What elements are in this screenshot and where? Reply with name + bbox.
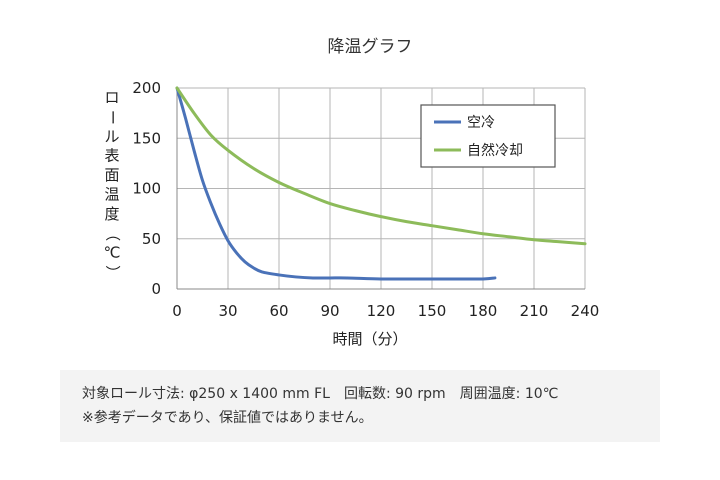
y-axis-label-char: ） [104,265,122,280]
x-tick-2: 60 [269,302,288,320]
x-tick-8: 240 [571,302,600,320]
x-tick-labels: 0 30 60 90 120 150 180 210 240 [172,302,599,320]
y-tick-2: 100 [132,180,161,198]
series-lines [175,86,587,281]
y-tick-4: 200 [132,79,161,97]
y-tick-3: 150 [132,129,161,147]
x-tick-0: 0 [172,302,182,320]
y-axis-label-char: （ [104,226,122,241]
y-axis-label-char: 表 [104,147,119,165]
y-axis-label-char: ル [104,127,119,145]
y-axis-label-char: 度 [104,205,119,223]
y-axis-label-char: 温 [104,186,119,204]
x-axis-label: 時間（分） [332,330,407,348]
x-tick-6: 180 [469,302,498,320]
y-axis-label-char: ロ [104,89,119,107]
y-tick-labels: 0 50 100 150 200 [132,79,161,298]
x-tick-5: 150 [418,302,447,320]
series-line-1 [175,86,587,246]
x-tick-1: 30 [218,302,237,320]
x-tick-7: 210 [520,302,549,320]
y-axis-label-char: 面 [104,166,119,184]
y-tick-1: 50 [142,230,161,248]
x-tick-4: 120 [367,302,396,320]
y-axis-label-char: ℃ [104,244,121,262]
x-tick-3: 90 [320,302,339,320]
legend-box [420,104,556,168]
legend-label-1: 自然冷却 [467,142,523,159]
series-line-0 [175,86,497,281]
y-tick-0: 0 [151,280,161,298]
notes-line-disclaimer: ※参考データであり、保証値ではありません。 [82,410,373,426]
cooling-chart: 降温グラフ 0 50 100 150 200 0 30 60 90 120 150 180 210 24… [104,37,600,348]
notes-line-specs: 対象ロール寸法: φ250 x 1400 mm FL 回転数: 90 rpm 周… [82,386,559,402]
legend-label-0: 空冷 [467,115,495,131]
y-axis-label-char: ー [104,110,122,125]
chart-title: 降温グラフ [328,37,413,57]
notes-box: 対象ロール寸法: φ250 x 1400 mm FL 回転数: 90 rpm 周… [60,370,660,442]
